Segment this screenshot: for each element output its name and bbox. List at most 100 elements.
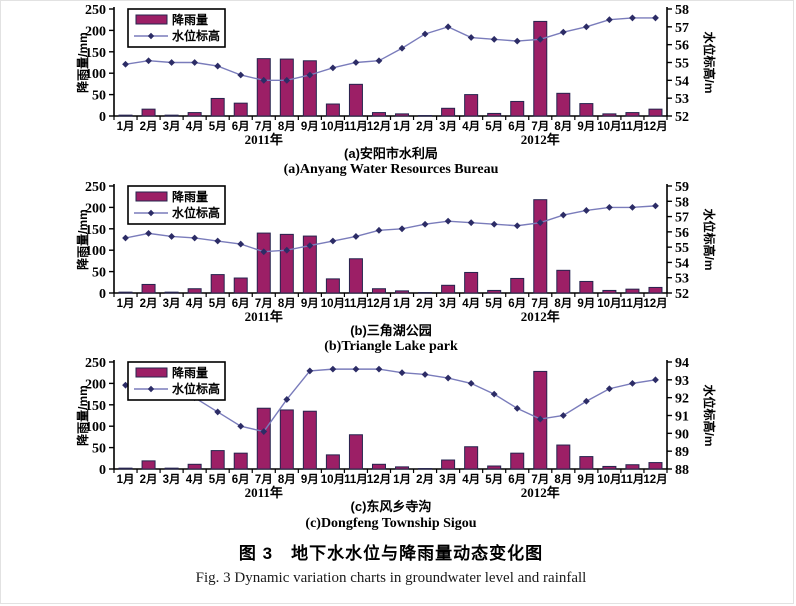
rainfall-bar bbox=[464, 446, 479, 470]
rainfall-bar bbox=[141, 460, 156, 470]
rainfall-bar bbox=[625, 112, 640, 117]
rainfall-bar bbox=[395, 113, 410, 117]
month-label: 3月 bbox=[439, 297, 457, 310]
chart-b-block: 0 50 100 150 200 250 52 53 54 55 56 57 58 59 1月 2月 3月 4月 5… bbox=[1, 178, 796, 355]
water-level-marker bbox=[122, 234, 129, 242]
legend-rainfall-label: 降雨量 bbox=[172, 12, 208, 27]
year-label: 2011年 bbox=[245, 309, 283, 324]
rainfall-bar bbox=[187, 112, 202, 117]
month-label: 8月 bbox=[554, 473, 572, 486]
month-label: 9月 bbox=[301, 297, 319, 310]
rainfall-bar bbox=[510, 453, 525, 470]
month-label: 2月 bbox=[416, 120, 434, 133]
legend-bar-swatch bbox=[135, 191, 168, 202]
rainfall-bar bbox=[348, 83, 363, 117]
chart-b-caption-cn: (b)三角湖公园 bbox=[350, 322, 432, 338]
month-label: 3月 bbox=[163, 297, 181, 310]
water-level-marker bbox=[237, 240, 245, 248]
rainfall-bar bbox=[395, 466, 410, 470]
left-tick-label: 200 bbox=[85, 201, 106, 216]
rainfall-bar bbox=[579, 103, 594, 117]
water-level-marker bbox=[582, 398, 590, 406]
water-level-marker bbox=[444, 217, 452, 225]
legend-marker-swatch bbox=[147, 386, 155, 393]
rainfall-bar bbox=[371, 464, 386, 470]
water-level-marker bbox=[191, 59, 199, 66]
right-tick-label: 57 bbox=[675, 210, 689, 225]
axes: 0 50 100 150 200 250 88 89 90 91 92 93 94 1月 2月 3月 4月 5月 6… bbox=[85, 356, 689, 500]
rainfall-bar bbox=[302, 411, 317, 470]
rainfall-bar bbox=[602, 113, 617, 117]
month-label: 12月 bbox=[367, 473, 391, 486]
water-level-marker bbox=[329, 366, 337, 373]
rainfall-bar bbox=[510, 100, 525, 117]
rainfall-bar bbox=[441, 459, 456, 470]
month-label: 10月 bbox=[321, 120, 345, 133]
water-level-line bbox=[122, 366, 659, 436]
right-tick-label: 93 bbox=[675, 374, 689, 389]
water-level-marker bbox=[652, 14, 659, 22]
right-tick-label: 56 bbox=[675, 226, 689, 241]
rainfall-bar bbox=[302, 235, 317, 294]
rainfall-bar bbox=[325, 103, 340, 117]
rainfall-bar bbox=[233, 453, 248, 470]
month-label: 11月 bbox=[621, 120, 645, 133]
water-level-marker bbox=[605, 16, 613, 24]
legend-bar-swatch bbox=[135, 14, 168, 25]
month-label: 4月 bbox=[186, 120, 204, 133]
month-label: 12月 bbox=[367, 120, 391, 133]
rainfall-bar bbox=[164, 468, 179, 470]
rainfall-bar bbox=[302, 60, 317, 117]
water-level-marker bbox=[559, 211, 567, 219]
rainfall-bar bbox=[233, 102, 248, 117]
water-level-marker bbox=[260, 76, 268, 84]
left-tick-label: 250 bbox=[85, 356, 106, 371]
water-level-marker bbox=[306, 241, 314, 249]
month-label: 12月 bbox=[643, 297, 667, 310]
rainfall-bar bbox=[279, 58, 294, 117]
right-tick-label: 53 bbox=[675, 92, 689, 107]
right-tick-label: 88 bbox=[675, 463, 689, 478]
water-level-marker bbox=[536, 416, 544, 423]
rainfall-bar bbox=[579, 456, 594, 470]
right-tick-label: 89 bbox=[675, 446, 689, 461]
rainfall-bar bbox=[556, 269, 571, 294]
rainfall-bar bbox=[464, 271, 479, 294]
water-level-marker bbox=[605, 203, 613, 211]
water-level-marker bbox=[629, 380, 636, 388]
month-label: 6月 bbox=[508, 297, 526, 310]
rainfall-bar bbox=[233, 277, 248, 294]
right-tick-label: 55 bbox=[675, 241, 689, 256]
month-label: 6月 bbox=[232, 473, 250, 486]
month-label: 5月 bbox=[209, 473, 227, 486]
left-tick-label: 250 bbox=[85, 3, 106, 18]
rainfall-bar bbox=[625, 464, 640, 470]
water-level-marker bbox=[582, 206, 590, 214]
water-level-marker bbox=[191, 234, 199, 242]
chart-b-caption-en: (b)Triangle Lake park bbox=[324, 338, 458, 354]
left-tick-label: 150 bbox=[85, 399, 106, 414]
rainfall-bar bbox=[487, 289, 502, 294]
level-axis-title: 水位标高/m bbox=[702, 31, 717, 93]
rain-axis-title: 降雨量/mm bbox=[75, 32, 90, 93]
water-level-marker bbox=[329, 237, 337, 245]
rainfall-bar bbox=[441, 284, 456, 294]
rainfall-bar bbox=[602, 289, 617, 294]
water-level-marker bbox=[352, 232, 360, 240]
month-label: 11月 bbox=[621, 473, 645, 486]
water-level-marker bbox=[306, 71, 314, 79]
month-label: 7月 bbox=[531, 473, 549, 486]
month-label: 11月 bbox=[621, 297, 645, 310]
month-label: 10月 bbox=[597, 473, 621, 486]
water-level-marker bbox=[629, 203, 636, 211]
month-label: 2月 bbox=[140, 120, 158, 133]
rainfall-bar bbox=[325, 278, 340, 294]
rainfall-bar bbox=[510, 277, 525, 294]
month-label: 12月 bbox=[367, 297, 391, 310]
water-level-marker bbox=[513, 37, 521, 45]
legend-marker-swatch bbox=[147, 32, 155, 40]
month-label: 1月 bbox=[117, 473, 135, 486]
chart-a-plot: 0 50 100 150 200 250 52 53 54 55 56 57 58 1月 2月 3月 4月 5月 6… bbox=[75, 3, 717, 147]
right-tick-label: 58 bbox=[675, 195, 689, 210]
